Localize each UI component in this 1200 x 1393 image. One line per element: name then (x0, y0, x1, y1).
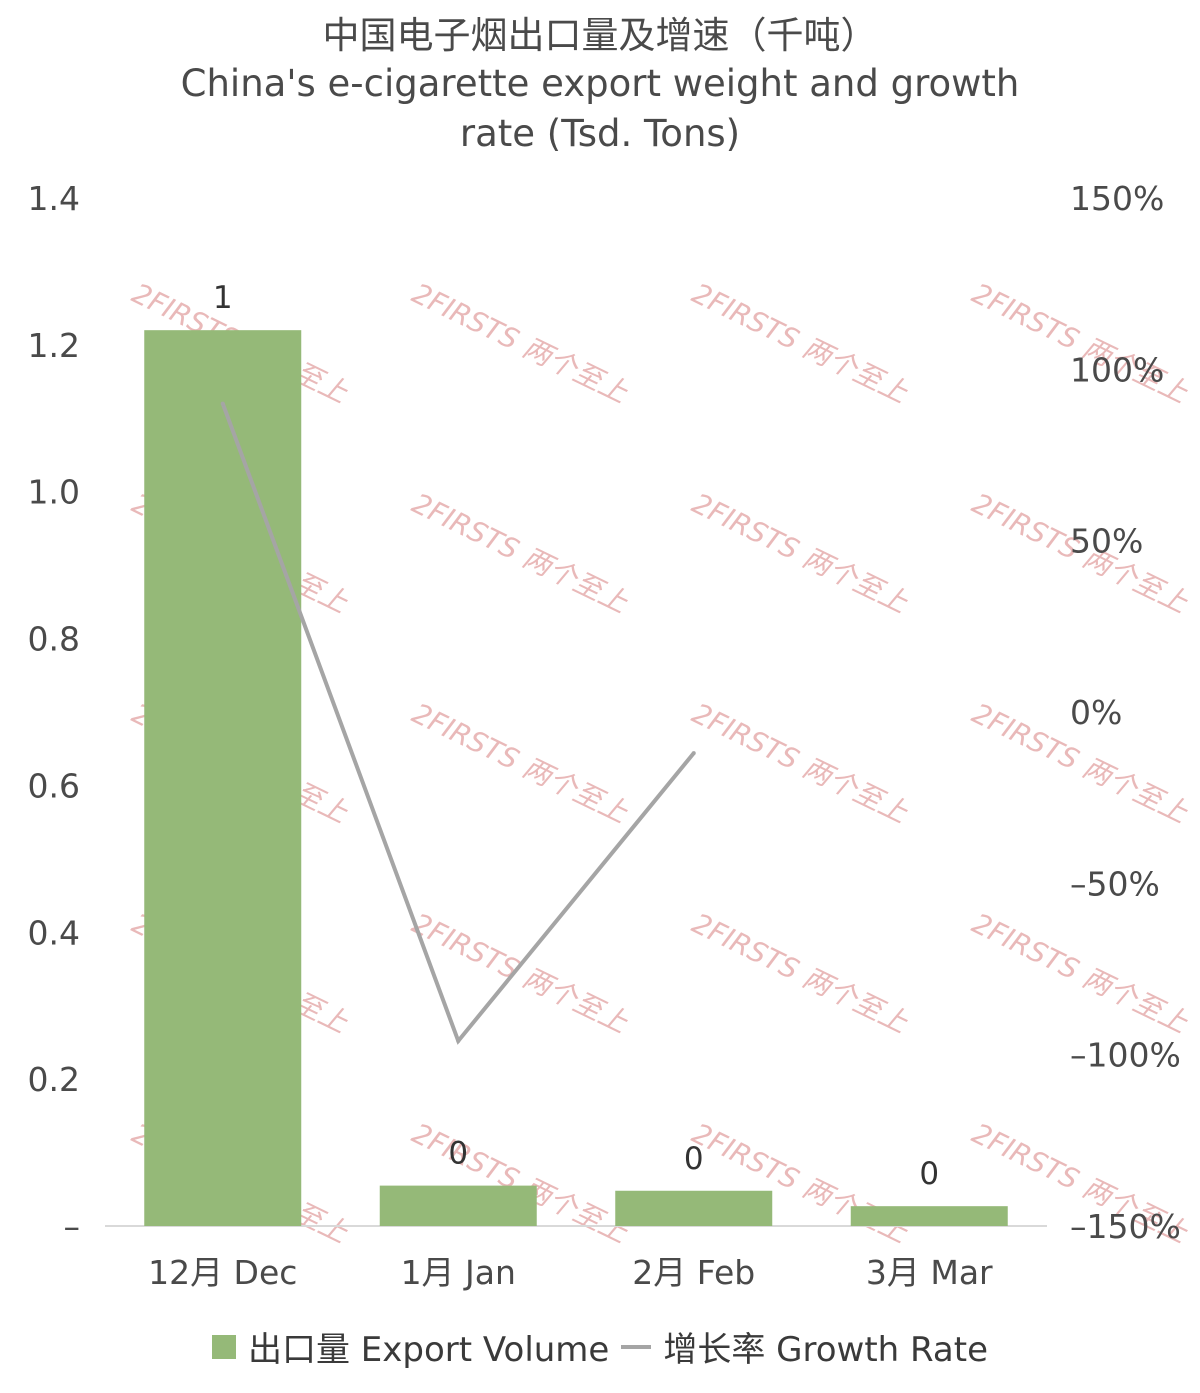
watermark-text: 2FIRSTS 两个至上 (407, 487, 634, 620)
data-label: 0 (448, 1136, 468, 1172)
y-left-tick-label: 1.4 (28, 179, 80, 218)
watermark-text: 2FIRSTS 两个至上 (407, 697, 634, 830)
y-right-tick-label: 150% (1070, 179, 1164, 218)
watermark-text: 2FIRSTS 两个至上 (967, 907, 1194, 1040)
y-left-tick-label: 1.0 (28, 473, 80, 512)
watermark-text: 2FIRSTS 两个至上 (687, 907, 914, 1040)
x-tick-label: 3月 Mar (866, 1253, 993, 1292)
watermark-text: 2FIRSTS 两个至上 (407, 907, 634, 1040)
watermark-text: 2FIRSTS 两个至上 (687, 1117, 914, 1250)
bar-export-volume (379, 1185, 537, 1226)
watermark-text: 2FIRSTS 两个至上 (967, 277, 1194, 410)
y-right-tick-label: 0% (1070, 693, 1122, 732)
x-tick-label: 12月 Dec (148, 1253, 297, 1292)
data-label: 0 (684, 1141, 704, 1177)
point-growth-rate (456, 1038, 461, 1043)
watermark-text: 2FIRSTS 两个至上 (407, 277, 634, 410)
chart-title: 中国电子烟出口量及增速（千吨） (322, 14, 878, 57)
legend-label-growth-rate: 增长率 Growth Rate (663, 1330, 989, 1370)
watermark-text: 2FIRSTS 两个至上 (687, 277, 914, 410)
y-left-tick-label: 0.8 (28, 620, 80, 659)
x-tick-label: 1月 Jan (401, 1253, 516, 1292)
y-right-tick-label: –150% (1070, 1207, 1181, 1246)
y-left-tick-label: 1.2 (28, 326, 80, 365)
data-label: 1 (213, 280, 233, 316)
y-right-tick-label: –100% (1070, 1036, 1181, 1075)
watermark-text: 2FIRSTS 两个至上 (407, 1117, 634, 1250)
watermark-text: 2FIRSTS 两个至上 (687, 697, 914, 830)
point-growth-rate (691, 751, 696, 756)
watermark-text: 2FIRSTS 两个至上 (687, 487, 914, 620)
y-right-tick-label: 50% (1070, 522, 1143, 561)
y-left-tick-label: 0.2 (28, 1060, 80, 1099)
bar-export-volume (144, 330, 302, 1227)
data-label: 0 (919, 1156, 939, 1192)
legend: 出口量 Export Volume 增长率 Growth Rate (0, 1322, 1200, 1371)
bar-export-volume (850, 1206, 1008, 1226)
chart-subtitle-line-2: rate (Tsd. Tons) (459, 112, 741, 155)
legend-swatch-growth-rate (621, 1344, 652, 1349)
legend-swatch-export-volume (211, 1334, 236, 1359)
y-left-tick-label: 0.4 (28, 913, 80, 952)
y-right-tick-label: –50% (1070, 864, 1160, 903)
y-left-tick-label: – (64, 1207, 81, 1246)
point-growth-rate (220, 401, 225, 406)
bar-export-volume (615, 1190, 773, 1226)
chart-subtitle-line-1: China's e-cigarette export weight and gr… (180, 62, 1020, 105)
legend-label-export-volume: 出口量 Export Volume (247, 1330, 610, 1370)
y-left-tick-label: 0.6 (28, 766, 80, 805)
y-right-tick-label: 100% (1070, 350, 1164, 389)
x-tick-label: 2月 Feb (632, 1253, 755, 1292)
